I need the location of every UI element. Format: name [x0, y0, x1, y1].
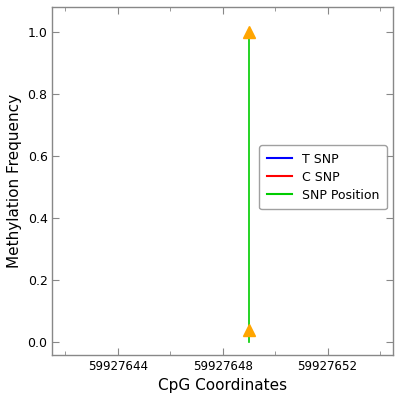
Legend: T SNP, C SNP, SNP Position: T SNP, C SNP, SNP Position [260, 145, 387, 209]
Y-axis label: Methylation Frequency: Methylation Frequency [7, 94, 22, 268]
X-axis label: CpG Coordinates: CpG Coordinates [158, 378, 287, 393]
